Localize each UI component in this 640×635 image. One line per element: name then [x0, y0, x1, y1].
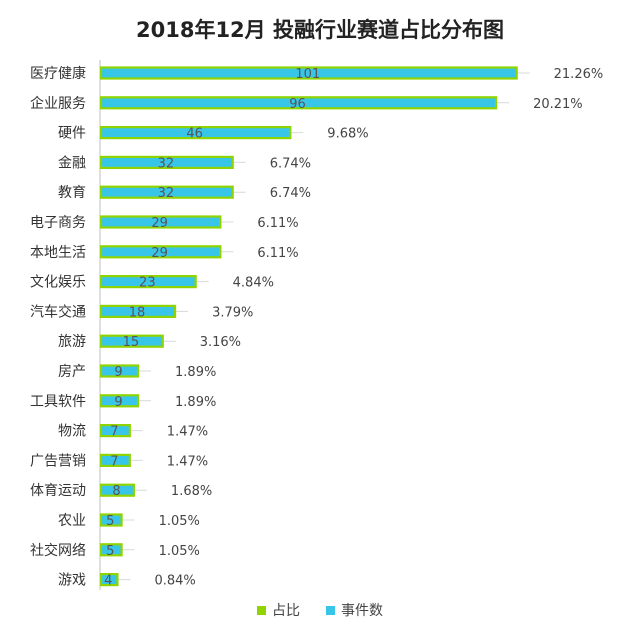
count-label: 5 [106, 544, 114, 559]
legend-item-ratio[interactable]: 占比 [257, 600, 300, 620]
percent-label: 1.47% [167, 454, 208, 469]
percent-label: 6.74% [270, 186, 311, 201]
percent-label: 3.79% [212, 305, 253, 320]
category-label: 游戏 [58, 573, 86, 589]
count-label: 32 [158, 186, 175, 201]
category-label: 物流 [58, 424, 86, 440]
count-label: 8 [112, 484, 120, 499]
category-label: 体育运动 [30, 483, 86, 499]
legend-swatch-ratio [257, 605, 266, 615]
percent-label: 1.89% [175, 365, 216, 380]
bar [99, 543, 123, 557]
count-label: 5 [106, 514, 114, 529]
percent-label: 1.47% [167, 425, 208, 440]
bar [99, 483, 136, 497]
count-label: 101 [295, 67, 320, 82]
bar [99, 185, 234, 199]
percent-label: 0.84% [154, 574, 195, 589]
category-label: 硬件 [58, 126, 86, 142]
bar [99, 66, 518, 80]
bar [99, 125, 292, 140]
bar [99, 245, 222, 259]
count-label: 18 [129, 305, 146, 320]
count-label: 23 [139, 276, 156, 291]
bar [99, 424, 131, 438]
category-label: 文化娱乐 [30, 275, 86, 291]
bar [99, 334, 164, 348]
percent-label: 6.11% [257, 246, 298, 261]
count-label: 46 [186, 127, 203, 142]
percent-label: 1.05% [159, 514, 200, 529]
count-label: 29 [151, 216, 168, 231]
count-label: 29 [151, 246, 168, 261]
category-label: 旅游 [58, 334, 86, 350]
category-label: 社交网络 [30, 542, 86, 559]
category-label: 医疗健康 [30, 65, 86, 82]
chart-legend: 占比 事件数 [0, 600, 640, 620]
bar [99, 215, 222, 229]
bar [99, 364, 140, 378]
bar [99, 572, 119, 587]
category-label: 企业服务 [30, 95, 86, 112]
percent-label: 20.21% [533, 97, 583, 112]
percent-label: 4.84% [233, 276, 274, 291]
chart-title: 2018年12月 投融行业赛道占比分布图 [136, 18, 504, 42]
legend-label-ratio: 占比 [272, 603, 300, 619]
count-label: 96 [289, 97, 306, 112]
percent-label: 1.89% [175, 395, 216, 410]
category-label: 广告营销 [30, 453, 86, 469]
count-label: 7 [110, 454, 118, 469]
count-label: 9 [114, 365, 122, 380]
count-label: 32 [158, 156, 175, 171]
percent-label: 6.74% [270, 156, 311, 171]
legend-swatch-count [326, 605, 335, 615]
legend-item-count[interactable]: 事件数 [326, 600, 383, 620]
percent-label: 3.16% [200, 335, 241, 350]
category-label: 金融 [58, 155, 86, 171]
percent-label: 1.68% [171, 484, 212, 499]
category-label: 电子商务 [30, 215, 86, 231]
bar [99, 155, 234, 169]
count-label: 15 [123, 335, 140, 350]
percent-label: 1.05% [159, 544, 200, 559]
count-label: 9 [114, 395, 122, 410]
count-label: 7 [110, 425, 118, 440]
percent-label: 9.68% [327, 127, 368, 142]
bar [99, 275, 197, 289]
category-label: 教育 [58, 185, 86, 201]
category-label: 工具软件 [30, 394, 86, 410]
legend-label-count: 事件数 [341, 603, 383, 619]
bar [99, 304, 177, 318]
bar [99, 513, 123, 527]
category-label: 本地生活 [30, 245, 86, 261]
bar [99, 394, 140, 408]
bar [99, 96, 498, 110]
category-label: 农业 [58, 513, 86, 529]
percent-label: 6.11% [257, 216, 298, 231]
count-label: 4 [104, 574, 112, 589]
category-label: 汽车交通 [30, 303, 86, 320]
bar [99, 453, 131, 467]
percent-label: 21.26% [554, 67, 604, 82]
category-label: 房产 [58, 364, 86, 380]
